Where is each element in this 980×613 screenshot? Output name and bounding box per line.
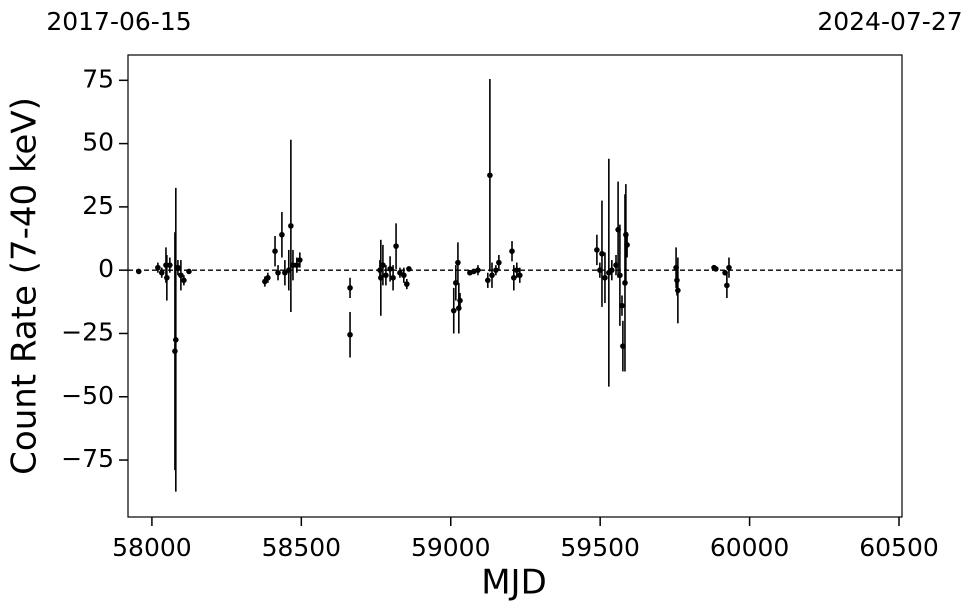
point [609,267,615,273]
point [619,302,625,309]
x-tick-label: 58500 [262,533,342,562]
point [675,287,681,294]
point [489,272,495,279]
point [347,285,353,291]
point [173,336,179,343]
point [383,272,389,279]
point [457,297,463,304]
point [377,267,383,273]
point [450,307,457,314]
point [181,277,187,284]
point [599,250,605,257]
point [275,269,281,276]
point [172,348,178,354]
plot-frame [127,54,903,518]
point [178,272,184,279]
point [713,266,719,272]
point [487,172,493,179]
point [516,272,523,279]
point [624,242,630,248]
point [155,264,161,271]
point [406,266,412,272]
point [297,257,303,263]
x-tick-label: 59500 [560,533,640,562]
y-tick-label: −25 [61,317,114,346]
point [279,231,285,238]
point [164,274,170,281]
point [594,247,600,253]
point [509,248,515,254]
point [724,282,730,289]
x-tick-label: 60000 [710,533,790,562]
point [294,262,300,268]
point [455,259,461,266]
point [475,267,481,273]
x-tick-label: 60500 [859,533,939,562]
point [158,269,165,276]
point [175,264,181,271]
point [602,274,608,281]
point [393,243,399,249]
point [347,331,353,338]
point [674,277,680,284]
point [511,274,517,281]
point [617,272,623,279]
point [272,248,278,254]
point [167,262,173,268]
point [485,277,491,284]
point [401,272,407,279]
point [390,274,396,281]
point [513,267,520,273]
y-tick-label: 50 [82,128,114,157]
point [387,266,393,272]
y-tick-label: 25 [82,191,114,220]
point [135,268,142,275]
point [186,268,192,275]
y-tick-label: −50 [61,381,114,410]
point [288,223,294,229]
y-tick-label: −75 [61,444,114,473]
y-axis-label: Count Rate (7-40 keV) [5,97,45,475]
point [404,281,410,287]
point [622,280,628,286]
point [290,262,296,268]
y-tick-label: 75 [82,64,114,93]
point [262,278,268,285]
point [496,259,502,266]
x-tick-label: 58000 [112,533,192,562]
point [493,267,499,273]
x-tick-label: 59000 [411,533,491,562]
y-tick-label: 0 [98,254,114,283]
point [726,264,732,271]
x-axis-label: MJD [481,563,547,603]
start-date: 2017-06-15 [46,7,191,36]
end-date: 2024-07-27 [817,7,962,36]
point [380,262,386,268]
point [265,274,271,281]
